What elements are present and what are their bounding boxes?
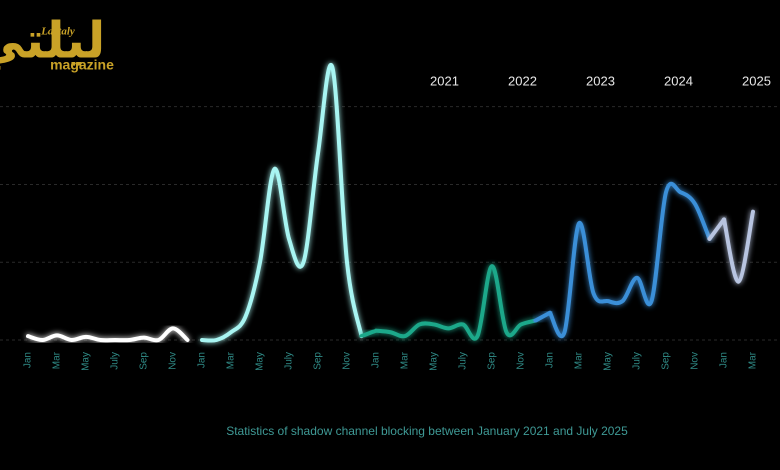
legend-label: 2022 — [508, 73, 537, 88]
x-tick-label: Nov — [690, 352, 701, 370]
x-tick-label: May — [255, 352, 266, 371]
connector — [707, 217, 726, 241]
x-tick-label: July — [458, 352, 469, 370]
series-line — [200, 63, 364, 343]
legend-label: 2025 — [742, 73, 771, 88]
legend-label: 2021 — [430, 73, 459, 88]
x-tick-label: Nov — [168, 352, 179, 370]
x-tick-label: Jan — [545, 352, 556, 368]
logo-arabic: ليلتي — [0, 12, 105, 70]
x-tick-label: Sep — [487, 352, 498, 370]
logo-latin: Laytaly — [40, 26, 75, 38]
x-tick-label: Jan — [371, 352, 382, 368]
x-tick-label: Jan — [197, 352, 208, 368]
connector — [359, 328, 378, 339]
x-tick-label: Jan — [719, 352, 730, 368]
x-tick-label: Mar — [52, 351, 63, 369]
x-tick-label: Sep — [139, 352, 150, 370]
series-line — [722, 209, 755, 284]
logo-subtitle: magazine — [50, 57, 114, 73]
x-tick-label: July — [632, 352, 643, 370]
plot-area: Jan Mar May July Sep Nov Jan Mar May July Sep Nov Ja… — [0, 63, 780, 371]
x-tick-label: May — [81, 352, 92, 371]
x-tick-label: July — [284, 352, 295, 370]
x-tick-label: Mar — [574, 351, 585, 369]
x-tick-label: Sep — [661, 352, 672, 370]
series-line — [548, 181, 712, 338]
x-tick-label: Mar — [400, 351, 411, 369]
legend-label: 2024 — [664, 73, 693, 88]
x-tick-label: May — [429, 352, 440, 371]
x-tick-label: Sep — [313, 352, 324, 370]
x-tick-label: Jan — [23, 352, 34, 368]
x-tick-label: Nov — [516, 352, 527, 370]
x-tick-label: Nov — [342, 352, 353, 370]
series-line — [374, 264, 538, 341]
x-tick-label: Mar — [226, 351, 237, 369]
x-tick-label: May — [603, 352, 614, 371]
series-line — [26, 326, 190, 343]
legend-label: 2023 — [586, 73, 615, 88]
connector — [533, 310, 552, 323]
x-tick-label: July — [110, 352, 121, 370]
x-tick-label: Mar — [748, 351, 759, 369]
caption: Statistics of shadow channel blocking be… — [226, 424, 628, 438]
